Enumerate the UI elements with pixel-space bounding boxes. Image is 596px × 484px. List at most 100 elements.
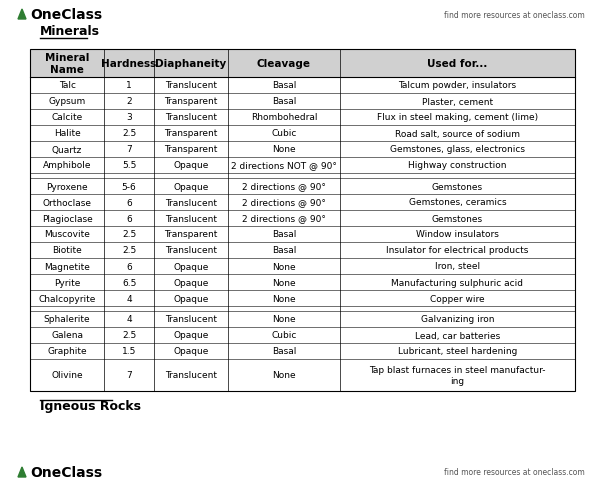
- Text: Road salt, source of sodium: Road salt, source of sodium: [395, 129, 520, 138]
- Bar: [30, 50, 575, 391]
- Text: 7: 7: [126, 145, 132, 154]
- Bar: [30, 50, 575, 78]
- Text: 2 directions NOT @ 90°: 2 directions NOT @ 90°: [231, 161, 337, 170]
- Text: 2 directions @ 90°: 2 directions @ 90°: [242, 214, 326, 223]
- Text: Transparent: Transparent: [164, 97, 218, 106]
- Text: Opaque: Opaque: [173, 294, 209, 303]
- Text: Copper wire: Copper wire: [430, 294, 485, 303]
- Text: Transparent: Transparent: [164, 145, 218, 154]
- Text: Talcum powder, insulators: Talcum powder, insulators: [398, 81, 516, 91]
- Text: 1: 1: [126, 81, 132, 91]
- Text: Translucent: Translucent: [165, 315, 217, 324]
- Polygon shape: [18, 10, 26, 20]
- Text: Gemstones: Gemstones: [432, 182, 483, 191]
- Text: 2.5: 2.5: [122, 129, 136, 138]
- Text: 4: 4: [126, 315, 132, 324]
- Text: Iron, steel: Iron, steel: [434, 262, 480, 271]
- Text: 5.5: 5.5: [122, 161, 136, 170]
- Text: 6: 6: [126, 198, 132, 207]
- Text: 6.5: 6.5: [122, 278, 136, 287]
- Text: Olivine: Olivine: [51, 371, 83, 380]
- Text: 2 directions @ 90°: 2 directions @ 90°: [242, 198, 326, 207]
- Text: Gypsum: Gypsum: [48, 97, 86, 106]
- Text: Insulator for electrical products: Insulator for electrical products: [386, 246, 529, 255]
- Text: Basal: Basal: [272, 246, 296, 255]
- Text: 6: 6: [126, 262, 132, 271]
- Text: Opaque: Opaque: [173, 278, 209, 287]
- Text: Cubic: Cubic: [271, 129, 297, 138]
- Text: None: None: [272, 262, 296, 271]
- Text: find more resources at oneclass.com: find more resources at oneclass.com: [444, 11, 585, 19]
- Text: find more resources at oneclass.com: find more resources at oneclass.com: [444, 468, 585, 477]
- Text: None: None: [272, 315, 296, 324]
- Text: Opaque: Opaque: [173, 262, 209, 271]
- Text: Transparent: Transparent: [164, 230, 218, 239]
- Text: Rhombohedral: Rhombohedral: [251, 113, 317, 122]
- Text: Opaque: Opaque: [173, 347, 209, 356]
- Text: 2.5: 2.5: [122, 331, 136, 340]
- Text: Magnetite: Magnetite: [44, 262, 90, 271]
- Text: Hardness: Hardness: [101, 59, 157, 69]
- Text: Sphalerite: Sphalerite: [44, 315, 91, 324]
- Text: None: None: [272, 371, 296, 380]
- Text: Gemstones, ceramics: Gemstones, ceramics: [408, 198, 506, 207]
- Text: Tap blast furnaces in steel manufactur-
ing: Tap blast furnaces in steel manufactur- …: [369, 365, 545, 385]
- Text: Pyrite: Pyrite: [54, 278, 80, 287]
- Text: Translucent: Translucent: [165, 81, 217, 91]
- Text: Window insulators: Window insulators: [416, 230, 499, 239]
- Text: Opaque: Opaque: [173, 331, 209, 340]
- Text: Mineral
Name: Mineral Name: [45, 53, 89, 75]
- Text: 6: 6: [126, 214, 132, 223]
- Text: Gemstones: Gemstones: [432, 214, 483, 223]
- Text: Translucent: Translucent: [165, 198, 217, 207]
- Text: 7: 7: [126, 371, 132, 380]
- Text: Translucent: Translucent: [165, 113, 217, 122]
- Text: Minerals: Minerals: [40, 25, 100, 38]
- Text: Pyroxene: Pyroxene: [46, 182, 88, 191]
- Text: Muscovite: Muscovite: [44, 230, 90, 239]
- Text: Flux in steel making, cement (lime): Flux in steel making, cement (lime): [377, 113, 538, 122]
- Text: Talc: Talc: [58, 81, 76, 91]
- Text: Halite: Halite: [54, 129, 80, 138]
- Text: Transparent: Transparent: [164, 129, 218, 138]
- Text: Basal: Basal: [272, 347, 296, 356]
- Text: Used for...: Used for...: [427, 59, 488, 69]
- Text: Plagioclase: Plagioclase: [42, 214, 92, 223]
- Text: 2: 2: [126, 97, 132, 106]
- Text: Cleavage: Cleavage: [257, 59, 311, 69]
- Text: Manufacturing sulphuric acid: Manufacturing sulphuric acid: [392, 278, 523, 287]
- Text: Highway construction: Highway construction: [408, 161, 507, 170]
- Text: Lubricant, steel hardening: Lubricant, steel hardening: [398, 347, 517, 356]
- Text: Lead, car batteries: Lead, car batteries: [415, 331, 500, 340]
- Text: Cubic: Cubic: [271, 331, 297, 340]
- Text: Amphibole: Amphibole: [43, 161, 91, 170]
- Text: 4: 4: [126, 294, 132, 303]
- Text: None: None: [272, 145, 296, 154]
- Text: 1.5: 1.5: [122, 347, 136, 356]
- Text: 2.5: 2.5: [122, 230, 136, 239]
- Text: 5-6: 5-6: [122, 182, 136, 191]
- Text: Translucent: Translucent: [165, 371, 217, 380]
- Text: Galvanizing iron: Galvanizing iron: [421, 315, 494, 324]
- Text: Calcite: Calcite: [51, 113, 83, 122]
- Polygon shape: [18, 467, 26, 477]
- Text: Orthoclase: Orthoclase: [43, 198, 92, 207]
- Text: Basal: Basal: [272, 81, 296, 91]
- Text: Diaphaneity: Diaphaneity: [156, 59, 226, 69]
- Text: None: None: [272, 294, 296, 303]
- Text: Basal: Basal: [272, 97, 296, 106]
- Text: 2.5: 2.5: [122, 246, 136, 255]
- Text: Biotite: Biotite: [52, 246, 82, 255]
- Text: 2 directions @ 90°: 2 directions @ 90°: [242, 182, 326, 191]
- Text: Quartz: Quartz: [52, 145, 82, 154]
- Text: 3: 3: [126, 113, 132, 122]
- Text: Plaster, cement: Plaster, cement: [422, 97, 493, 106]
- Text: Igneous Rocks: Igneous Rocks: [40, 399, 141, 412]
- Text: Opaque: Opaque: [173, 161, 209, 170]
- Text: Translucent: Translucent: [165, 246, 217, 255]
- Text: OneClass: OneClass: [30, 8, 102, 22]
- Text: Basal: Basal: [272, 230, 296, 239]
- Text: OneClass: OneClass: [30, 465, 102, 479]
- Text: Chalcopyrite: Chalcopyrite: [39, 294, 96, 303]
- Text: Galena: Galena: [51, 331, 83, 340]
